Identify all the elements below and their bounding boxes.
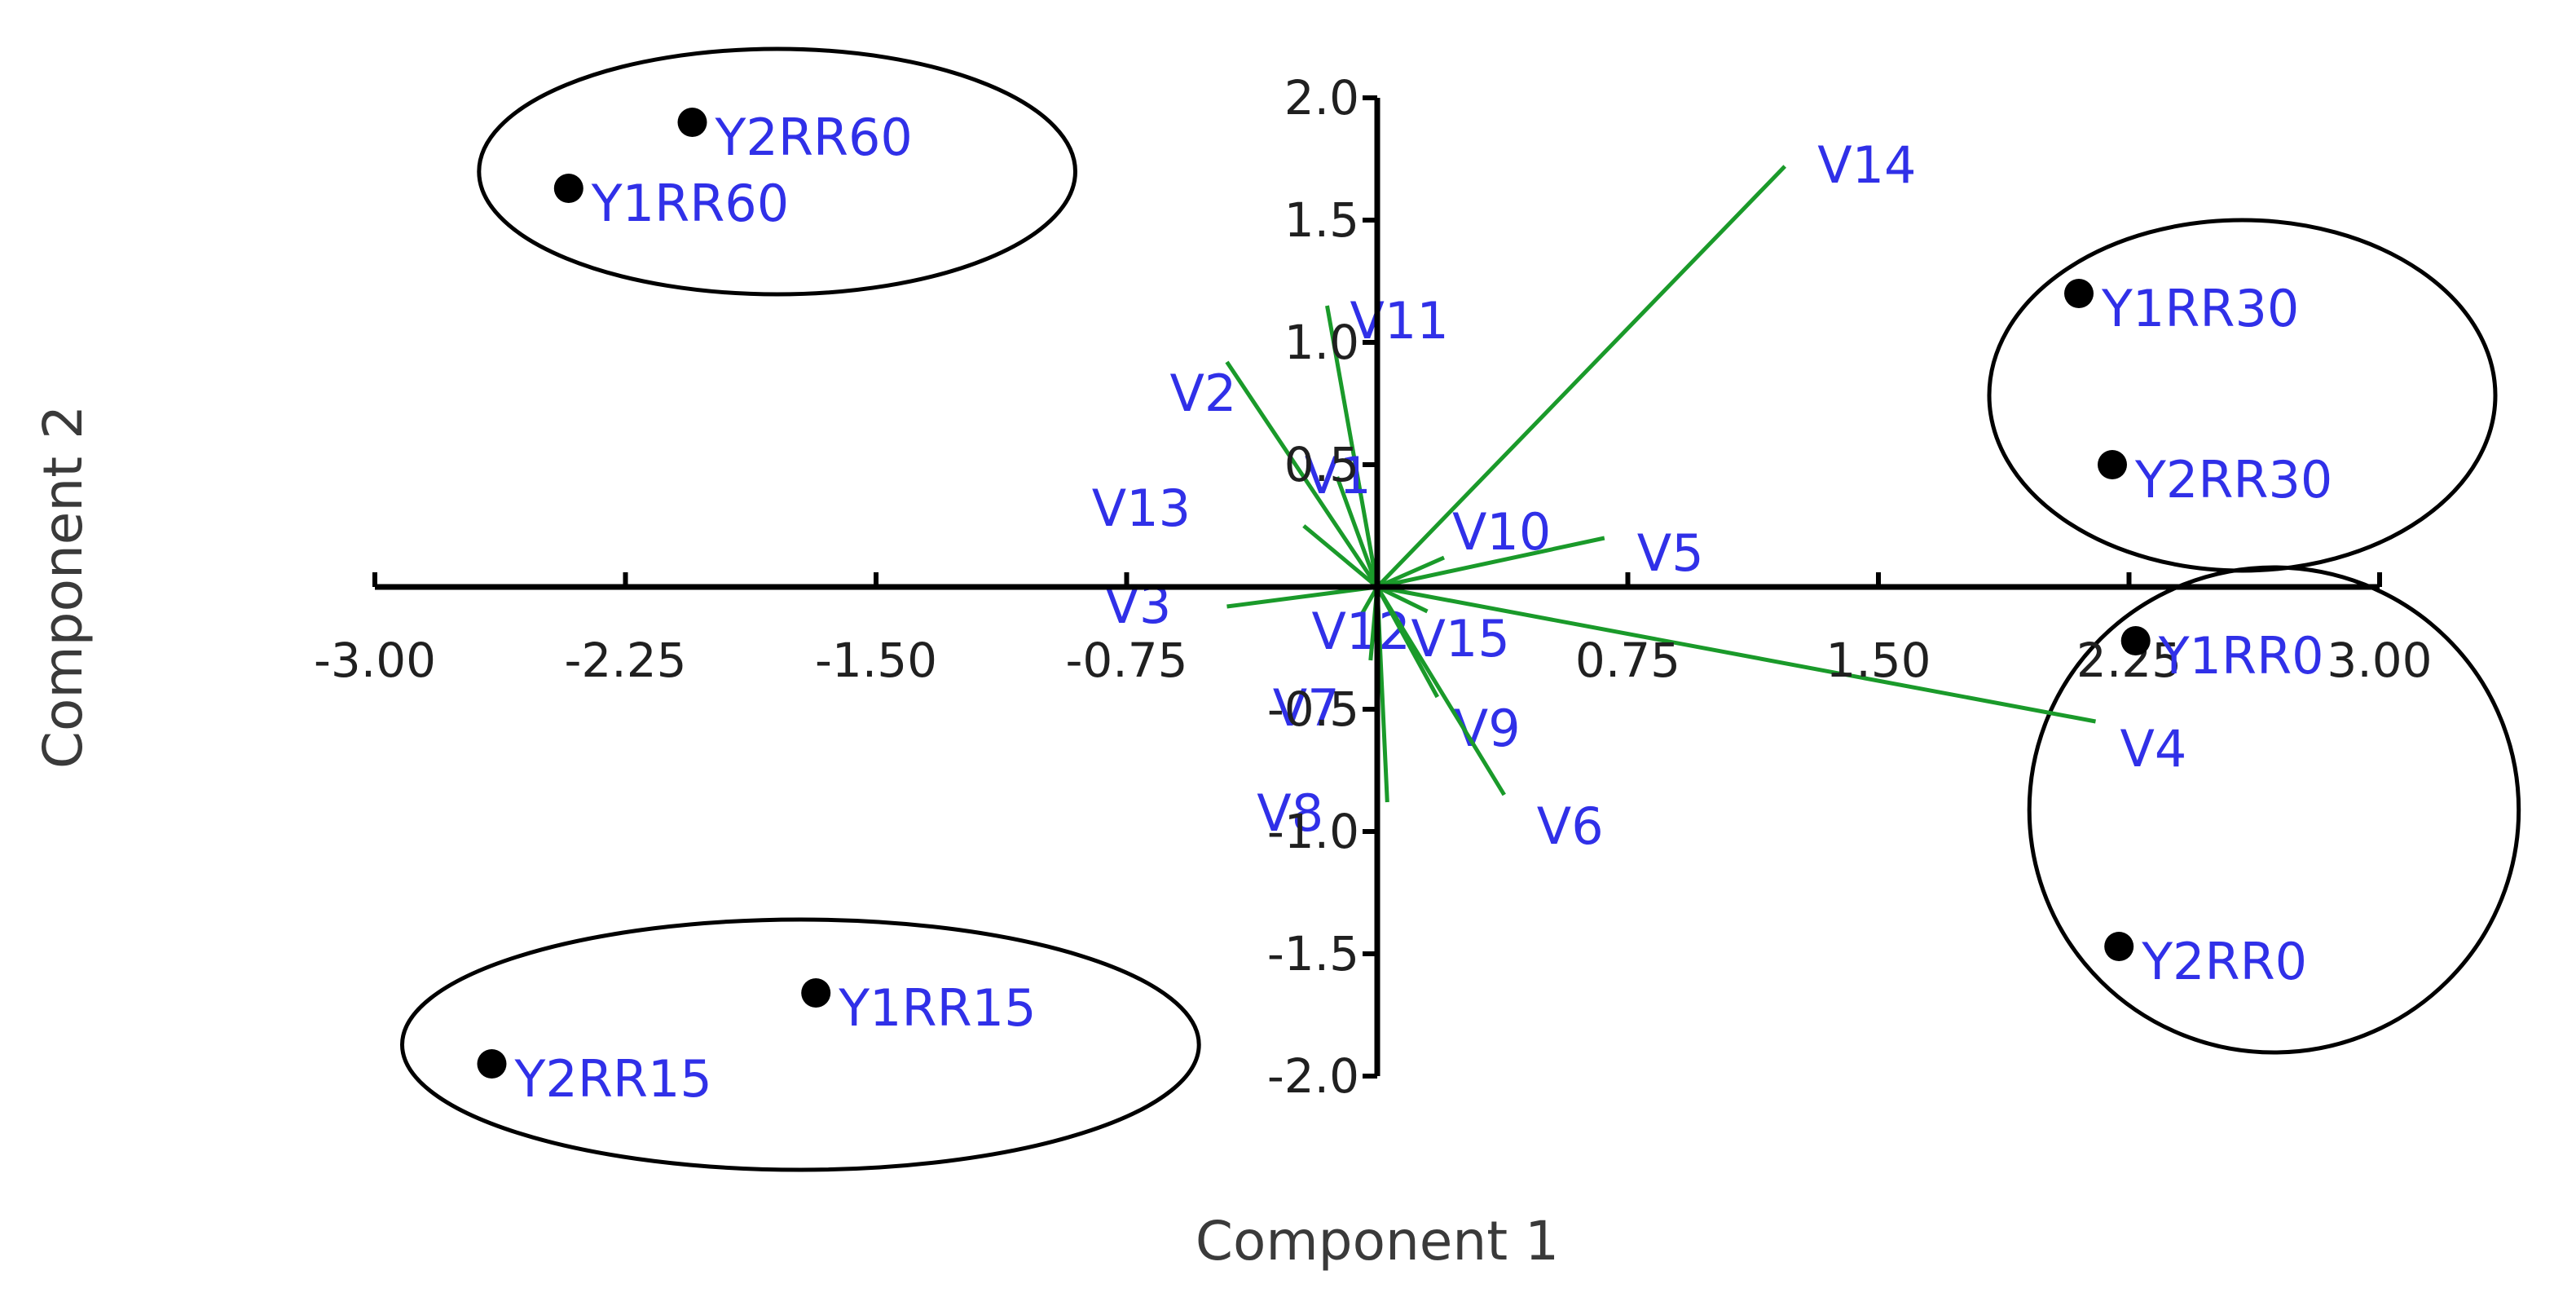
x-tick-label: -1.50 — [815, 633, 937, 688]
loading-line-v11 — [1325, 305, 1380, 588]
point-label-y1rr15: Y1RR15 — [838, 978, 1036, 1038]
loading-label-v1: V1 — [1305, 446, 1372, 505]
x-tick-label: -3.00 — [314, 633, 436, 688]
loading-line-v5 — [1376, 536, 1605, 589]
loading-label-v4: V4 — [2120, 719, 2187, 779]
point-label-y1rr30: Y1RR30 — [2101, 279, 2299, 338]
loading-line-v4 — [1376, 585, 2096, 724]
x-tick-label: 1.50 — [1825, 633, 1931, 688]
cluster-ellipse-rr30 — [1987, 218, 2498, 573]
loading-line-v6 — [1375, 585, 1506, 796]
loading-label-v13: V13 — [1092, 479, 1191, 538]
loading-label-v15: V15 — [1411, 609, 1510, 668]
point-y2rr15 — [477, 1049, 507, 1079]
x-tick-label: 0.75 — [1575, 633, 1680, 688]
y-axis-title: Component 2 — [32, 405, 95, 769]
point-label-y2rr15: Y2RR15 — [514, 1049, 712, 1109]
axes — [375, 98, 2380, 1076]
x-tick-label: -0.75 — [1065, 633, 1187, 688]
loading-label-v6: V6 — [1537, 796, 1604, 856]
loading-line-v14 — [1376, 165, 1786, 589]
cluster-ellipses — [399, 46, 2521, 1172]
y-tick-label: 2.0 — [1284, 70, 1359, 126]
point-y1rr60 — [553, 174, 583, 203]
axis-ticks: -3.00 -2.25 -1.50 -0.75 0.75 1.50 2.25 3.002.01… — [314, 70, 2433, 1104]
loading-line-v3 — [1226, 585, 1378, 609]
loading-line-v1 — [1335, 476, 1380, 588]
cluster-ellipse-rr15 — [399, 917, 1201, 1172]
point-y2rr30 — [2098, 450, 2127, 479]
y-tick-label: 0.5 — [1284, 437, 1359, 492]
loading-line-v10 — [1376, 555, 1446, 589]
point-label-y2rr60: Y2RR60 — [715, 108, 913, 167]
y-tick-label: -0.5 — [1267, 682, 1359, 737]
point-y1rr30 — [2064, 279, 2094, 308]
y-tick-label: 1.5 — [1284, 192, 1359, 248]
y-tick-label: -1.0 — [1267, 804, 1359, 859]
loading-label-v7: V7 — [1273, 678, 1340, 738]
cluster-ellipse-rr60 — [477, 46, 1078, 297]
x-tick-label: -2.25 — [564, 633, 686, 688]
x-axis-title: Component 1 — [1196, 1210, 1559, 1273]
loading-label-v14: V14 — [1817, 135, 1916, 195]
loading-label-v5: V5 — [1637, 523, 1704, 583]
loading-label-v12: V12 — [1312, 602, 1411, 661]
x-tick-label: 3.00 — [2327, 633, 2432, 688]
y-tick-label: -1.5 — [1267, 926, 1359, 982]
observation-points: Y2RR60 Y1RR60 Y1RR30 Y2RR30 Y1RR0 Y2RR0 Y1RR15… — [477, 108, 2332, 1109]
loading-label-v2: V2 — [1170, 364, 1237, 423]
point-y1rr15 — [801, 978, 831, 1008]
loading-label-v8: V8 — [1257, 783, 1323, 843]
point-y2rr60 — [677, 108, 707, 137]
point-label-y2rr0: Y2RR0 — [2141, 932, 2307, 991]
loading-line-v13 — [1302, 524, 1379, 589]
y-tick-label: 1.0 — [1284, 315, 1359, 370]
point-label-y2rr30: Y2RR30 — [2134, 450, 2332, 510]
point-y2rr0 — [2104, 932, 2134, 961]
loading-line-v15 — [1376, 585, 1429, 614]
loading-line-v2 — [1225, 360, 1380, 589]
point-label-y1rr60: Y1RR60 — [591, 174, 789, 233]
point-y1rr0 — [2120, 626, 2151, 655]
cluster-ellipse-rr0 — [2027, 565, 2521, 1055]
point-label-y1rr0: Y1RR0 — [2158, 626, 2324, 686]
y-tick-label: -2.0 — [1267, 1048, 1359, 1104]
